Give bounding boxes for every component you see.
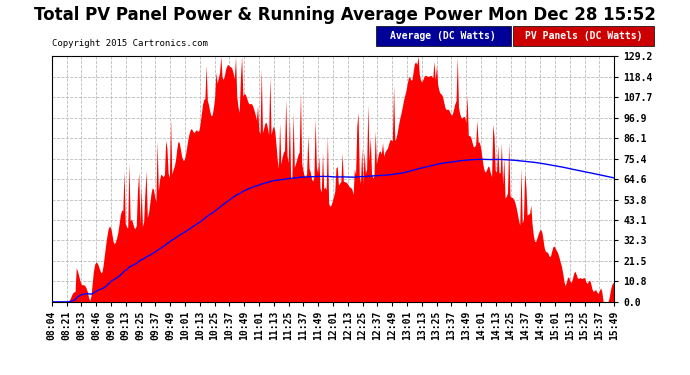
Text: Average (DC Watts): Average (DC Watts) <box>391 31 496 41</box>
Text: PV Panels (DC Watts): PV Panels (DC Watts) <box>524 31 642 41</box>
Text: Copyright 2015 Cartronics.com: Copyright 2015 Cartronics.com <box>52 39 208 48</box>
Text: Total PV Panel Power & Running Average Power Mon Dec 28 15:52: Total PV Panel Power & Running Average P… <box>34 6 656 24</box>
